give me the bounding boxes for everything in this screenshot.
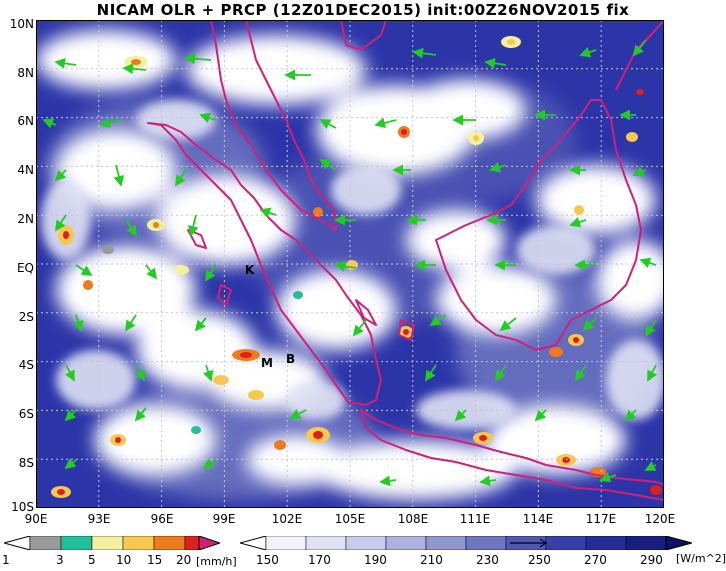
map-border [36,20,664,508]
coastlines [147,20,664,501]
precip-unit: [mm/h] [196,555,237,568]
cb-arrow-right [198,536,220,550]
olr-label: 290 [640,553,663,567]
coastline-islands [187,229,415,341]
lon-label: 111E [459,512,491,526]
precip-label: 20 [176,553,192,567]
cb-arrow-left [240,536,267,550]
lon-label: 117E [585,512,617,526]
cb-bin [465,536,507,550]
lat-label: 10N [9,17,34,31]
wind-vectors [42,39,657,487]
cb-bin [153,536,186,550]
lon-label: 120E [644,512,676,526]
lat-label: 8S [18,456,34,470]
cb-bin [122,536,155,550]
lat-label: 2S [18,310,34,324]
cb-bin [265,536,307,550]
lon-label: 99E [212,512,236,526]
lon-label: 93E [87,512,111,526]
cb-bin [585,536,627,550]
lat-label: 4N [17,163,34,177]
cb-bin [345,536,387,550]
place-markers: K M B [245,263,295,370]
precip-label: 10 [116,553,132,567]
precip-label: 5 [88,553,96,567]
lon-label: 102E [271,512,303,526]
lat-label: 4S [18,358,34,372]
lat-label: 6S [18,407,34,421]
cb-arrow-left [4,536,31,550]
reference-vector [510,538,548,548]
cb-bin [91,536,124,550]
lat-label: EQ [16,261,34,275]
lat-label: 8N [17,66,34,80]
cb-bin [29,536,62,550]
cb-arrow-right [665,536,692,550]
lat-label: 10S [11,500,34,514]
cb-bin [545,536,587,550]
cb-bin [385,536,427,550]
lon-label: 90E [24,512,48,526]
olr-label: 170 [308,553,331,567]
lon-label: 108E [397,512,429,526]
olr-label: 250 [528,553,551,567]
precip-label: 1 [2,553,10,567]
lat-label: 6N [17,114,34,128]
coastline-java [360,409,664,501]
olr-unit: [W/m^2] [676,552,726,565]
olr-label: 210 [420,553,443,567]
map-title: NICAM OLR + PRCP (12Z01DEC2015) init:00Z… [96,1,630,19]
coastline-indochina [340,20,387,51]
lon-label: 96E [150,512,174,526]
cb-bin [625,536,667,550]
cb-bin [184,536,200,550]
lat-label: 2N [17,212,34,226]
olr-label: 230 [476,553,499,567]
olr-label: 270 [584,553,607,567]
cb-bin [425,536,467,550]
cb-bin [60,536,93,550]
coastline-sumatra [147,122,382,406]
lon-label: 114E [522,512,554,526]
map-panel: K M B [36,20,664,508]
precip-cells [51,36,662,498]
marker-m: M [261,356,273,370]
precip-label: 15 [147,553,163,567]
olr-label: 150 [256,553,279,567]
marker-k: K [245,263,255,277]
olr-label: 190 [364,553,387,567]
precip-colorbar [4,536,220,550]
precip-label: 3 [56,553,64,567]
cb-bin [305,536,347,550]
marker-b: B [286,352,295,366]
coastline-borneo [435,99,642,351]
olr-colorbar [240,536,692,550]
lon-label: 105E [334,512,366,526]
